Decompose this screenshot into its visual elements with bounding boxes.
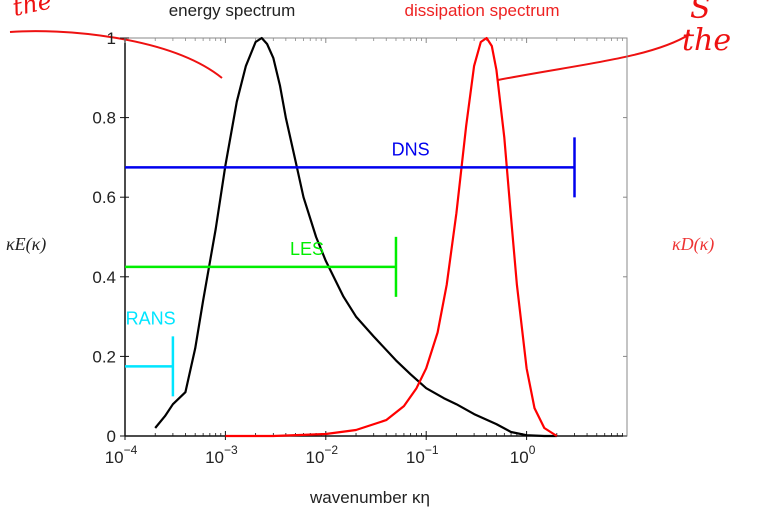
y-tick-label: 0.4 (92, 268, 116, 287)
y-tick-label: 1 (107, 29, 116, 48)
x-tick-exponent: −3 (224, 443, 238, 457)
y-axis-label-right: κD(κ) (672, 234, 714, 255)
x-tick-label: 10−3 (205, 443, 238, 467)
y-axis-label-left: κE(κ) (6, 234, 46, 255)
x-tick-exponent: −1 (425, 443, 439, 457)
x-tick-label: 100 (510, 443, 536, 467)
x-tick-base: 10 (305, 448, 324, 467)
tick-marks (120, 37, 627, 440)
x-tick-label: 10−4 (105, 443, 138, 467)
x-tick-label: 10−1 (406, 443, 439, 467)
x-tick-base: 10 (205, 448, 224, 467)
x-tick-exponent: −4 (124, 443, 138, 457)
y-tick-label: 0.2 (92, 347, 116, 366)
x-tick-base: 10 (510, 448, 529, 467)
model-ranges: DNS LES RANS (125, 137, 576, 397)
dissipation-spectrum-line (225, 36, 558, 438)
annotation-arrow-left (9, 30, 223, 79)
x-axis-label: wavenumber κη (309, 488, 430, 507)
x-tick-base: 10 (105, 448, 124, 467)
handwritten-word-left: the (10, 0, 54, 22)
rans-range-label: RANS (126, 309, 176, 329)
dissipation-spectrum-title: dissipation spectrum (405, 1, 560, 20)
series-lines (154, 36, 558, 438)
y-tick-label: 0.6 (92, 188, 116, 207)
axes (124, 37, 628, 437)
x-tick-exponent: −2 (324, 443, 338, 457)
handwritten-word-right: the (682, 23, 731, 58)
y-tick-label: 0 (107, 427, 116, 446)
energy-spectrum-title: energy spectrum (169, 1, 296, 20)
les-range-label: LES (290, 239, 324, 259)
x-tick-label: 10−2 (305, 443, 338, 467)
dns-range-label: DNS (392, 139, 430, 159)
x-tick-base: 10 (406, 448, 425, 467)
plot-frame (124, 37, 628, 437)
handwritten-letter-right: S (690, 0, 711, 26)
annotation-arrow-right (497, 33, 691, 81)
energy-spectrum-line (154, 36, 557, 438)
x-tick-exponent: 0 (529, 443, 536, 457)
y-tick-label: 0.8 (92, 109, 116, 128)
handwritten-annotations: the S the (9, 0, 731, 81)
